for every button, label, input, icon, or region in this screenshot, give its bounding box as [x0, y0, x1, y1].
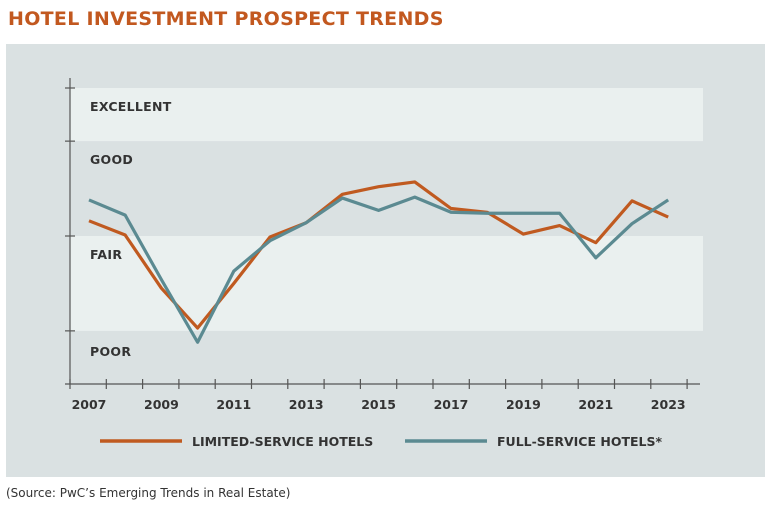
- legend-label: FULL-SERVICE HOTELS*: [497, 434, 662, 449]
- x-tick-label: 2011: [216, 397, 251, 412]
- band-excellent: [70, 88, 703, 142]
- x-tick-label: 2007: [72, 397, 107, 412]
- chart-title: HOTEL INVESTMENT PROSPECT TRENDS: [8, 8, 444, 30]
- x-tick-label: 2017: [434, 397, 469, 412]
- x-tick-label: 2023: [651, 397, 686, 412]
- x-tick-label: 2019: [506, 397, 541, 412]
- x-tick-label: 2015: [361, 397, 396, 412]
- legend-label: LIMITED-SERVICE HOTELS: [192, 434, 373, 449]
- source-note: (Source: PwC’s Emerging Trends in Real E…: [6, 486, 291, 500]
- x-tick-label: 2021: [578, 397, 613, 412]
- band-label-fair: FAIR: [90, 247, 122, 262]
- band-fair: [70, 236, 703, 331]
- band-label-excellent: EXCELLENT: [90, 99, 172, 114]
- x-tick-label: 2013: [289, 397, 324, 412]
- x-tick-label: 2009: [144, 397, 179, 412]
- band-label-good: GOOD: [90, 152, 133, 167]
- band-label-poor: POOR: [90, 344, 131, 359]
